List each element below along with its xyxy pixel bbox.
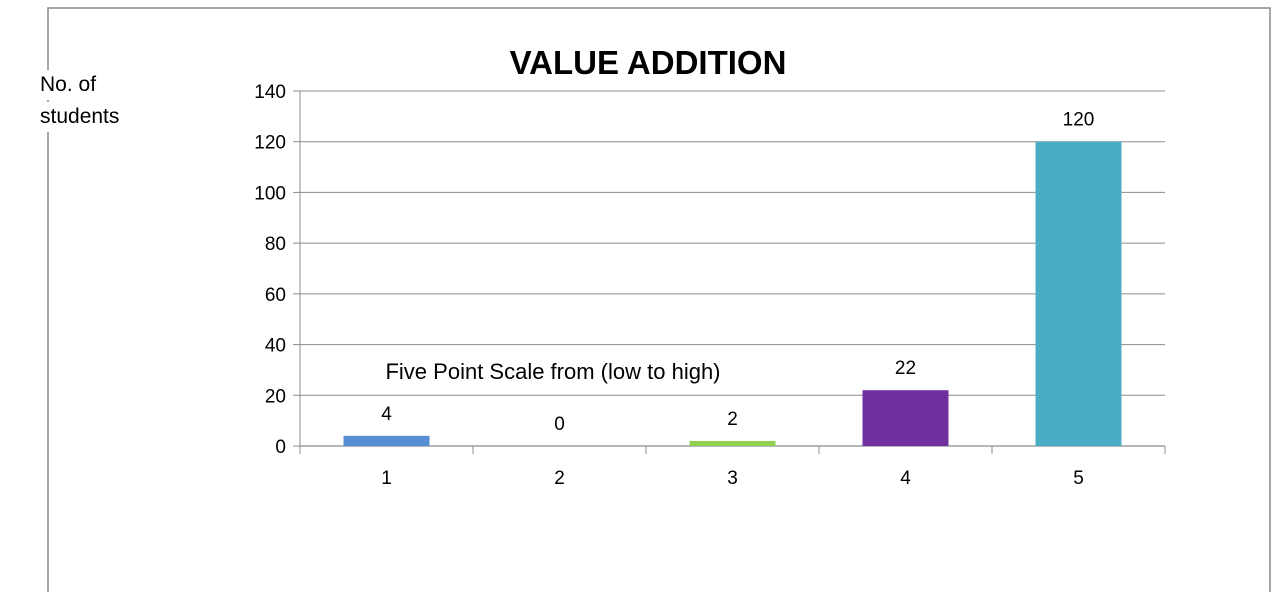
- y-tick-label-0: 0: [275, 437, 286, 458]
- y-axis-label-line-1: No. of: [36, 70, 101, 100]
- x-tick-label-2: 2: [554, 468, 565, 489]
- x-tick-label-3: 3: [727, 468, 738, 489]
- bar-5: [1035, 141, 1122, 446]
- data-label-1: 4: [381, 404, 392, 425]
- y-tick-label-60: 60: [265, 285, 286, 306]
- data-label-2: 0: [554, 414, 565, 435]
- y-tick-label-120: 120: [254, 133, 286, 154]
- data-label-5: 120: [1063, 110, 1095, 131]
- bar-4: [862, 390, 949, 446]
- x-tick-label-4: 4: [900, 468, 911, 489]
- y-tick-label-80: 80: [265, 234, 286, 255]
- x-tick-label-5: 5: [1073, 468, 1084, 489]
- annotation-background: [330, 352, 827, 388]
- bar-1: [343, 435, 430, 446]
- y-tick-label-20: 20: [265, 386, 286, 407]
- y-axis-label-line-2: students: [36, 102, 124, 132]
- y-tick-label-40: 40: [265, 336, 286, 357]
- y-tick-label-100: 100: [254, 183, 286, 204]
- scale-annotation: Five Point Scale from (low to high): [385, 359, 720, 384]
- x-tick-label-1: 1: [381, 468, 392, 489]
- bar-3: [689, 440, 776, 446]
- data-label-3: 2: [727, 409, 738, 430]
- data-label-4: 22: [895, 358, 916, 379]
- chart-title: VALUE ADDITION: [510, 44, 787, 81]
- y-tick-label-140: 140: [254, 82, 286, 103]
